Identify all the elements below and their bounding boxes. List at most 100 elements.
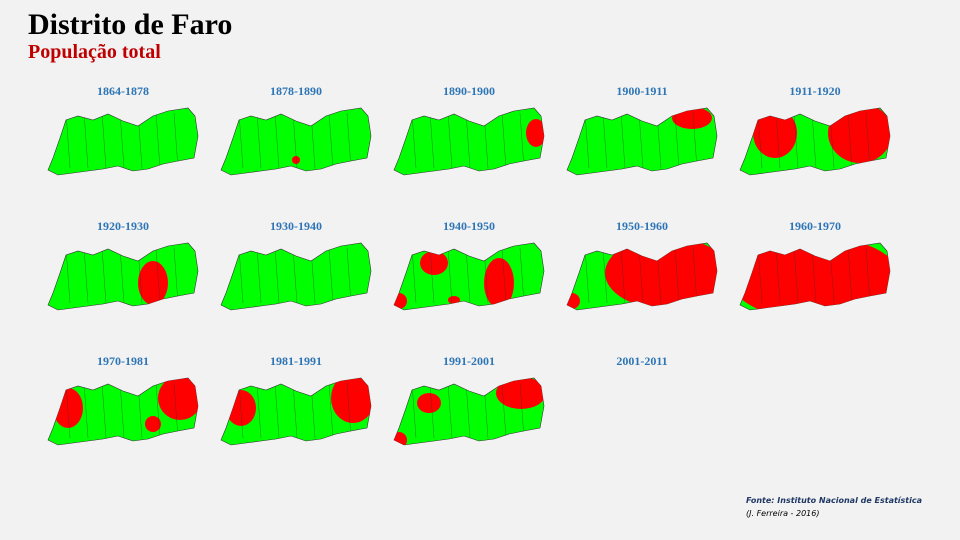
decline-area: [526, 119, 544, 147]
border: [65, 382, 71, 439]
red-areas: [753, 108, 890, 163]
border: [519, 247, 525, 304]
border: [119, 247, 125, 304]
border: [101, 112, 107, 169]
border: [757, 112, 763, 169]
border: [346, 247, 352, 304]
border: [346, 112, 352, 169]
border: [638, 112, 644, 169]
border: [328, 112, 334, 169]
border: [584, 112, 590, 169]
border: [173, 382, 179, 439]
decline-area: [145, 416, 161, 432]
border: [83, 382, 89, 439]
panel-label: 1930-1940: [270, 219, 322, 233]
border: [847, 112, 853, 169]
border: [411, 247, 417, 304]
panel-label: 1950-1960: [616, 219, 668, 233]
border: [692, 112, 698, 169]
border: [411, 112, 417, 169]
decline-area: [420, 251, 448, 275]
border: [256, 382, 262, 439]
border: [155, 112, 161, 169]
border: [602, 247, 608, 304]
border: [620, 112, 626, 169]
source: Fonte: Instituto Nacional de Estatística: [746, 496, 922, 505]
border: [811, 247, 817, 304]
panel-label: 1878-1890: [270, 84, 322, 98]
border: [620, 247, 626, 304]
decline-area: [496, 378, 544, 409]
map: [220, 107, 372, 176]
border: [447, 382, 453, 439]
border: [238, 112, 244, 169]
map: [566, 242, 718, 311]
border: [119, 382, 125, 439]
map: [47, 377, 199, 446]
decline-area: [828, 108, 890, 163]
border: [447, 247, 453, 304]
border: [811, 112, 817, 169]
panel-label: 1981-1991: [270, 354, 322, 368]
panel-label: 1864-1878: [97, 84, 149, 98]
border: [155, 247, 161, 304]
border: [292, 382, 298, 439]
map-land: [220, 107, 372, 176]
panel-label: 1960-1970: [789, 219, 841, 233]
border: [101, 247, 107, 304]
border: [83, 247, 89, 304]
border: [674, 247, 680, 304]
border: [793, 247, 799, 304]
border: [238, 247, 244, 304]
border: [638, 247, 644, 304]
panel-label: 1900-1911: [616, 84, 667, 98]
border: [793, 112, 799, 169]
panel-label: 1911-1920: [789, 84, 840, 98]
border: [328, 382, 334, 439]
panel-label: 1991-2001: [443, 354, 495, 368]
map: [393, 242, 545, 311]
border: [865, 112, 871, 169]
border: [292, 112, 298, 169]
map: [739, 107, 891, 176]
map: [393, 377, 545, 446]
map: [566, 107, 718, 176]
panel-label: 1920-1930: [97, 219, 149, 233]
border: [119, 112, 125, 169]
red-areas: [526, 119, 544, 147]
border: [65, 112, 71, 169]
border: [501, 382, 507, 439]
border: [155, 382, 161, 439]
border: [429, 112, 435, 169]
map: [47, 107, 199, 176]
border: [692, 247, 698, 304]
border: [465, 382, 471, 439]
border: [411, 382, 417, 439]
map: [47, 242, 199, 311]
border: [256, 112, 262, 169]
red-areas: [567, 243, 717, 309]
border: [346, 382, 352, 439]
red-areas: [292, 156, 300, 164]
map: [220, 242, 372, 311]
decline-area: [138, 261, 168, 305]
border: [584, 247, 590, 304]
decline-area: [417, 393, 441, 413]
border: [274, 382, 280, 439]
border: [292, 247, 298, 304]
border: [429, 382, 435, 439]
decline-area: [448, 296, 460, 304]
decline-area: [292, 156, 300, 164]
border: [757, 247, 763, 304]
border: [274, 112, 280, 169]
map-land: [220, 242, 372, 311]
border: [274, 247, 280, 304]
border: [65, 247, 71, 304]
border: [101, 382, 107, 439]
subtitle: População total: [28, 41, 161, 63]
border: [447, 112, 453, 169]
border: [775, 112, 781, 169]
decline-area: [331, 378, 371, 423]
border: [519, 112, 525, 169]
panel-label: 1890-1900: [443, 84, 495, 98]
